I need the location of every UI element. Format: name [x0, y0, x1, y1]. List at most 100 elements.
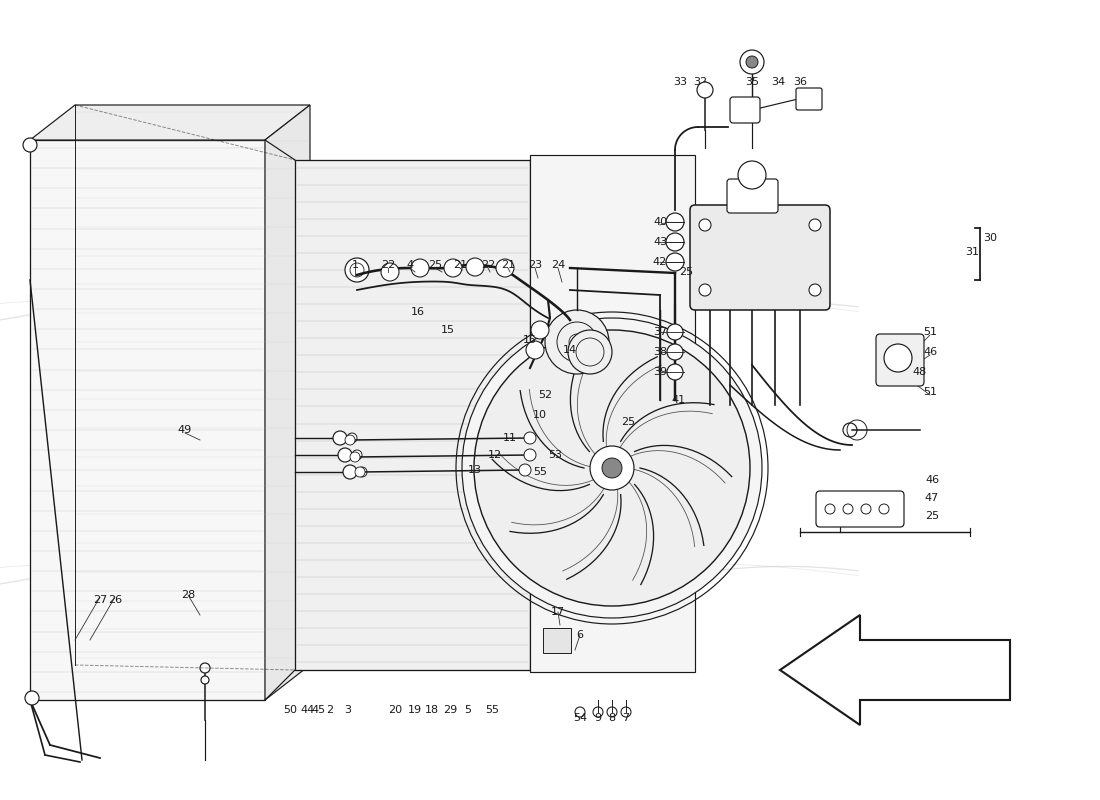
Text: 6: 6 [576, 630, 583, 640]
Circle shape [526, 341, 544, 359]
Text: 8: 8 [608, 713, 616, 723]
Text: 24: 24 [551, 260, 565, 270]
Circle shape [667, 324, 683, 340]
Circle shape [738, 161, 766, 189]
Circle shape [697, 82, 713, 98]
Text: 1: 1 [352, 260, 359, 270]
Circle shape [474, 330, 750, 606]
Circle shape [666, 253, 684, 271]
Circle shape [444, 259, 462, 277]
Text: 25: 25 [428, 260, 442, 270]
Circle shape [879, 504, 889, 514]
Circle shape [698, 284, 711, 296]
Text: 37: 37 [653, 327, 667, 337]
Text: 46: 46 [923, 347, 937, 357]
Circle shape [843, 504, 852, 514]
Circle shape [381, 263, 399, 281]
Circle shape [544, 310, 609, 374]
Circle shape [343, 465, 358, 479]
Circle shape [607, 707, 617, 717]
Text: 45: 45 [311, 705, 326, 715]
Text: 11: 11 [503, 433, 517, 443]
Text: 12: 12 [488, 450, 502, 460]
Text: 27: 27 [92, 595, 107, 605]
Circle shape [462, 318, 762, 618]
Text: 3: 3 [344, 705, 352, 715]
Polygon shape [30, 105, 310, 140]
Circle shape [25, 691, 39, 705]
Circle shape [808, 284, 821, 296]
Text: 50: 50 [283, 705, 297, 715]
Text: 25: 25 [925, 511, 939, 521]
Circle shape [531, 321, 549, 339]
Text: 18: 18 [425, 705, 439, 715]
Text: 41: 41 [671, 395, 685, 405]
Text: 31: 31 [965, 247, 979, 257]
Circle shape [358, 467, 367, 477]
Circle shape [201, 676, 209, 684]
Text: 53: 53 [548, 450, 562, 460]
Circle shape [524, 432, 536, 444]
Circle shape [843, 423, 857, 437]
Circle shape [350, 452, 360, 462]
Circle shape [621, 707, 631, 717]
FancyBboxPatch shape [730, 97, 760, 123]
Text: 43: 43 [653, 237, 667, 247]
Circle shape [667, 364, 683, 380]
Text: 38: 38 [653, 347, 667, 357]
Circle shape [411, 259, 429, 277]
Circle shape [590, 446, 634, 490]
Text: 55: 55 [485, 705, 499, 715]
Text: 35: 35 [745, 77, 759, 87]
Polygon shape [530, 155, 695, 672]
Text: 42: 42 [653, 257, 667, 267]
Circle shape [496, 259, 514, 277]
Circle shape [568, 330, 612, 374]
Circle shape [345, 435, 355, 445]
Text: 34: 34 [771, 77, 785, 87]
Text: 7: 7 [623, 713, 629, 723]
Circle shape [667, 344, 683, 360]
Circle shape [884, 344, 912, 372]
Circle shape [352, 450, 362, 460]
Text: 22: 22 [381, 260, 395, 270]
Text: 25: 25 [620, 417, 635, 427]
Text: 16: 16 [411, 307, 425, 317]
Text: 15: 15 [522, 335, 537, 345]
Polygon shape [265, 105, 310, 700]
FancyBboxPatch shape [543, 628, 571, 653]
Text: 33: 33 [673, 77, 688, 87]
Text: 5: 5 [464, 705, 472, 715]
Text: 28: 28 [180, 590, 195, 600]
Text: 52: 52 [538, 390, 552, 400]
Circle shape [569, 334, 585, 350]
Text: 19: 19 [408, 705, 422, 715]
Circle shape [355, 467, 365, 477]
Text: 20: 20 [388, 705, 403, 715]
Text: 44: 44 [301, 705, 315, 715]
Circle shape [593, 707, 603, 717]
FancyBboxPatch shape [876, 334, 924, 386]
Text: 36: 36 [793, 77, 807, 87]
Text: 46: 46 [925, 475, 939, 485]
Text: 51: 51 [923, 327, 937, 337]
Text: 29: 29 [443, 705, 458, 715]
Text: 39: 39 [653, 367, 667, 377]
Text: eurospares: eurospares [128, 559, 356, 593]
Circle shape [698, 219, 711, 231]
Circle shape [740, 50, 764, 74]
Text: 10: 10 [534, 410, 547, 420]
Text: 22: 22 [481, 260, 495, 270]
Text: 25: 25 [679, 267, 693, 277]
Circle shape [808, 219, 821, 231]
Circle shape [346, 433, 358, 443]
Text: 15: 15 [441, 325, 455, 335]
FancyBboxPatch shape [727, 179, 778, 213]
Circle shape [200, 663, 210, 673]
Text: 9: 9 [594, 713, 602, 723]
Text: eurospares: eurospares [458, 287, 686, 321]
Text: 54: 54 [573, 713, 587, 723]
Circle shape [345, 258, 368, 282]
Text: 26: 26 [108, 595, 122, 605]
Circle shape [466, 258, 484, 276]
